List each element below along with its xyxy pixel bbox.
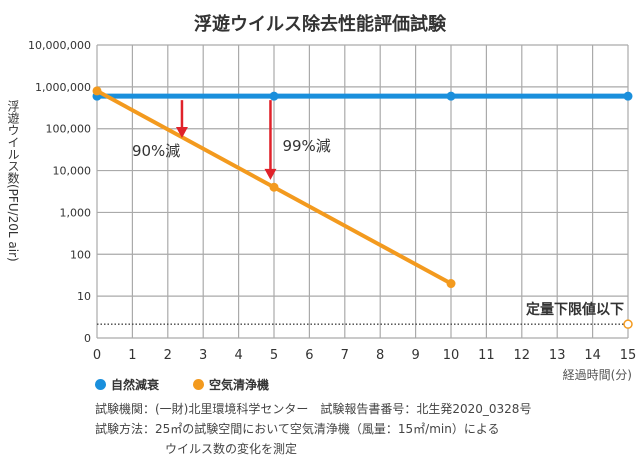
- legend-label: 空気清浄機: [209, 378, 270, 392]
- reduction-label: 99%減: [282, 137, 330, 155]
- x-tick-label: 13: [549, 348, 566, 363]
- data-point: [269, 91, 279, 101]
- x-tick-label: 15: [620, 348, 637, 363]
- data-point: [446, 91, 456, 101]
- x-tick-label: 9: [411, 348, 419, 363]
- detection-limit-label: 定量下限値以下: [526, 301, 624, 318]
- x-axis-label: 経過時間(分): [562, 368, 632, 382]
- data-point: [269, 182, 279, 192]
- chart-title: 浮遊ウイルス除去性能評価試験: [194, 14, 446, 35]
- x-tick-label: 6: [305, 348, 313, 363]
- data-point: [446, 279, 456, 289]
- x-tick-label: 8: [376, 348, 384, 363]
- y-tick-label: 1,000: [60, 206, 92, 219]
- arrow-head-icon: [175, 127, 188, 139]
- y-tick-label: 10: [77, 290, 91, 303]
- x-tick-label: 0: [93, 348, 101, 363]
- x-tick-label: 1: [128, 348, 136, 363]
- data-point: [92, 86, 102, 96]
- x-tick-label: 12: [514, 348, 531, 363]
- y-tick-label: 10,000,000: [28, 39, 91, 52]
- x-tick-label: 5: [270, 348, 278, 363]
- y-tick-label: 10,000: [53, 165, 92, 178]
- x-tick-label: 14: [584, 348, 601, 363]
- note-line: ウイルス数の変化を測定: [165, 442, 298, 456]
- y-axis-label: 浮遊ウイルス数(PFU/20L air): [6, 100, 20, 262]
- y-tick-label: 1,000,000: [35, 81, 91, 94]
- y-tick-label: 100,000: [46, 123, 92, 136]
- note-line: 試験機関：(一財)北里環境科学センター 試験報告書番号：北生発2020_0328…: [95, 402, 532, 416]
- legend-marker: [193, 379, 204, 390]
- note-line: 試験方法：25㎡の試験空間において空気清浄機（風量：15㎡/min）による: [95, 422, 500, 436]
- y-tick-label: 0: [84, 332, 91, 345]
- x-tick-label: 4: [234, 348, 242, 363]
- data-point: [623, 91, 633, 101]
- legend-label: 自然減衰: [111, 378, 160, 392]
- legend-item-purifier: 空気清浄機: [193, 376, 269, 393]
- legend-marker: [95, 379, 106, 390]
- x-tick-label: 3: [199, 348, 207, 363]
- arrow-head-icon: [264, 168, 277, 180]
- x-tick-label: 7: [341, 348, 349, 363]
- reduction-label: 90%減: [132, 142, 180, 160]
- x-tick-label: 2: [164, 348, 172, 363]
- y-tick-label: 100: [70, 248, 91, 261]
- x-tick-label: 10: [443, 348, 460, 363]
- legend-item-natural: 自然減衰: [95, 376, 159, 393]
- x-tick-label: 11: [478, 348, 495, 363]
- data-point-below-limit: [623, 319, 633, 329]
